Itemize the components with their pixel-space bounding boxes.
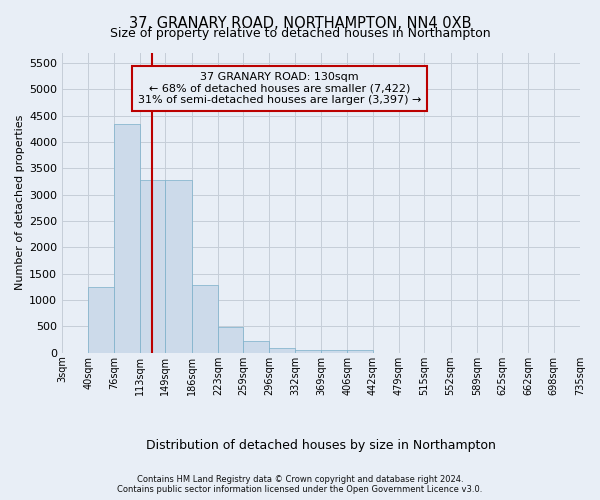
Bar	[88, 287, 114, 353]
Bar	[114, 124, 140, 353]
Y-axis label: Number of detached properties: Number of detached properties	[15, 115, 25, 290]
Bar	[243, 342, 269, 353]
Text: 37 GRANARY ROAD: 130sqm
← 68% of detached houses are smaller (7,422)
31% of semi: 37 GRANARY ROAD: 130sqm ← 68% of detache…	[138, 72, 421, 105]
Bar	[347, 350, 373, 353]
Bar	[166, 180, 191, 353]
X-axis label: Distribution of detached houses by size in Northampton: Distribution of detached houses by size …	[146, 440, 496, 452]
Text: Size of property relative to detached houses in Northampton: Size of property relative to detached ho…	[110, 28, 490, 40]
Text: 37, GRANARY ROAD, NORTHAMPTON, NN4 0XB: 37, GRANARY ROAD, NORTHAMPTON, NN4 0XB	[129, 16, 471, 31]
Bar	[140, 180, 166, 353]
Bar	[321, 350, 347, 353]
Bar	[191, 286, 218, 353]
Bar	[295, 350, 321, 353]
Bar	[269, 348, 295, 353]
Text: Contains HM Land Registry data © Crown copyright and database right 2024.
Contai: Contains HM Land Registry data © Crown c…	[118, 474, 482, 494]
Bar	[218, 328, 243, 353]
